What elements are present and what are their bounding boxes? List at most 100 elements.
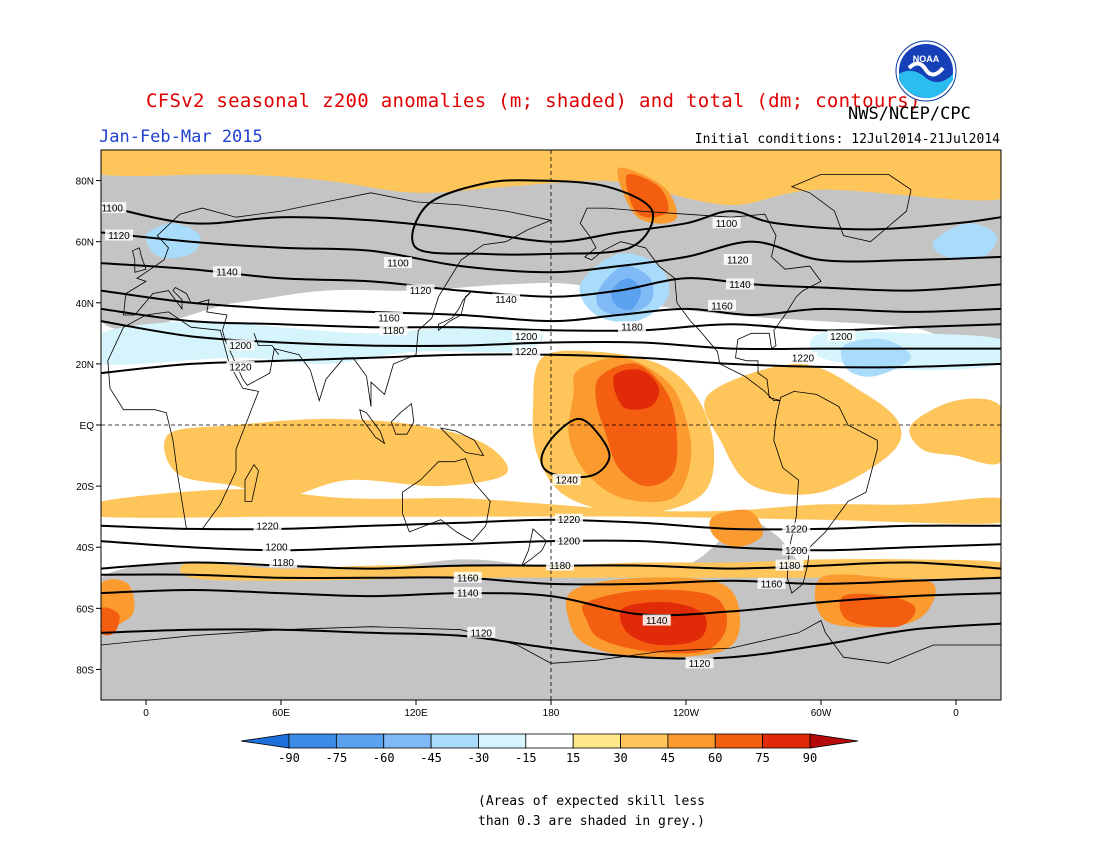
lon-tick-label: 60W <box>811 708 832 719</box>
svg-text:1180: 1180 <box>779 561 801 572</box>
colorbar-label: 75 <box>755 751 769 765</box>
svg-text:1140: 1140 <box>495 295 517 306</box>
contour-label: 1100 <box>712 217 741 230</box>
svg-text:1160: 1160 <box>457 573 479 584</box>
skill-footnote: (Areas of expected skill less than 0.3 a… <box>478 792 705 832</box>
colorbar-label: -75 <box>326 751 348 765</box>
svg-text:1220: 1220 <box>229 362 252 373</box>
svg-text:1180: 1180 <box>549 561 571 572</box>
colorbar-label: -90 <box>278 751 300 765</box>
anomaly-region <box>839 593 916 628</box>
contour-label: 1180 <box>546 559 574 572</box>
anomaly-region <box>932 223 998 260</box>
svg-text:1100: 1100 <box>387 259 409 270</box>
coastline-japan <box>438 290 473 332</box>
anomaly-region <box>101 607 120 636</box>
colorbar-swatch <box>714 733 764 749</box>
contour-label: 1100 <box>384 257 412 270</box>
height-contour <box>101 573 1001 586</box>
contour-label: 1160 <box>757 577 786 590</box>
svg-text:1220: 1220 <box>558 515 581 526</box>
height-contour <box>101 539 1001 552</box>
svg-text:1200: 1200 <box>558 537 581 548</box>
svg-text:1160: 1160 <box>761 579 783 590</box>
color-scale-legend: -90 -75 -60 -45 -30 -15 15 30 45 60 75 90 <box>240 733 859 765</box>
coastline-sumatra <box>359 408 386 445</box>
contour-label: 1220 <box>782 522 811 535</box>
colorbar-label: 90 <box>803 751 817 765</box>
height-contour <box>101 204 1001 243</box>
noaa-logo-text: NOAA <box>913 54 940 64</box>
svg-text:1200: 1200 <box>785 546 808 557</box>
contour-label: 1120 <box>105 229 133 242</box>
svg-text:1140: 1140 <box>729 280 751 291</box>
svg-text:1120: 1120 <box>470 628 492 639</box>
colorbar-label: -60 <box>373 751 395 765</box>
svg-text:1100: 1100 <box>716 219 738 230</box>
anomaly-region <box>611 278 642 310</box>
coastline-new-guinea <box>439 427 485 457</box>
svg-text:1160: 1160 <box>378 314 400 325</box>
colorbar-label: 60 <box>708 751 722 765</box>
svg-text:1120: 1120 <box>410 286 432 297</box>
svg-text:1140: 1140 <box>646 616 668 627</box>
colorbar-label: 30 <box>613 751 627 765</box>
contour-label: 1100 <box>101 202 127 215</box>
lat-tick-label: 20N <box>76 360 94 371</box>
contour-label: 1200 <box>512 330 541 343</box>
coastline-south-america <box>773 390 878 594</box>
contour-label: 1180 <box>775 559 804 572</box>
colorbar-swatch <box>288 733 337 749</box>
contour-label: 1140 <box>453 587 482 600</box>
contour-label: 1240 <box>552 474 581 487</box>
contour-label: 1220 <box>512 345 541 358</box>
lat-tick-label: 40S <box>76 543 94 554</box>
lat-tick-label: 80N <box>76 177 94 188</box>
lon-tick-label: 120E <box>404 708 428 719</box>
coastline-africa <box>107 311 260 530</box>
coastline-borneo <box>390 402 415 435</box>
lat-tick-label: 80S <box>76 665 94 676</box>
colorbar-label: -15 <box>515 751 537 765</box>
coastline-antarctica <box>101 620 1001 664</box>
colorbar-min-arrow <box>240 733 290 749</box>
svg-text:1220: 1220 <box>785 524 808 535</box>
contour-label: 1120 <box>467 626 496 639</box>
lon-tick-label: 60E <box>272 708 290 719</box>
footnote-line-2: than 0.3 are shaded in grey.) <box>478 814 705 829</box>
coastline-australia <box>402 458 491 542</box>
height-contour <box>540 417 611 479</box>
svg-text:1120: 1120 <box>108 231 130 242</box>
chart-title: CFSv2 seasonal z200 anomalies (m; shaded… <box>146 90 921 112</box>
lat-tick-label: EQ <box>80 421 95 432</box>
height-contour <box>101 307 1001 332</box>
initial-conditions: Initial conditions: 12Jul2014-21Jul2014 <box>694 132 1000 147</box>
lat-tick-label: 40N <box>76 299 94 310</box>
colorbar-swatch <box>525 733 574 749</box>
svg-text:1180: 1180 <box>272 558 294 569</box>
contour-label: 1220 <box>789 351 817 364</box>
contour-label: 1220 <box>253 519 282 532</box>
coastline-madagascar <box>244 463 259 502</box>
svg-text:1140: 1140 <box>457 589 479 600</box>
agency-label: NWS/NCEP/CPC <box>848 104 971 124</box>
colorbar-swatch <box>383 733 432 749</box>
colorbar-swatch <box>667 733 716 749</box>
contour-label: 1160 <box>453 571 482 584</box>
colorbar-swatch <box>620 733 669 749</box>
svg-text:1240: 1240 <box>556 476 579 487</box>
lat-tick-label: 60S <box>76 604 94 615</box>
contour-label: 1140 <box>726 278 754 291</box>
svg-text:1120: 1120 <box>727 256 749 267</box>
contour-label: 1200 <box>262 541 291 554</box>
svg-text:1180: 1180 <box>621 323 643 334</box>
svg-text:1220: 1220 <box>256 521 279 532</box>
height-contour <box>101 622 1001 660</box>
contour-label: 1180 <box>379 324 408 337</box>
lon-tick-label: 0 <box>953 708 959 719</box>
contour-label: 1140 <box>492 293 520 306</box>
colorbar-swatch <box>762 733 811 749</box>
contour-label: 1140 <box>213 266 241 279</box>
map-plot-area: 1100112011401100112011401160118012001220… <box>101 150 1001 700</box>
